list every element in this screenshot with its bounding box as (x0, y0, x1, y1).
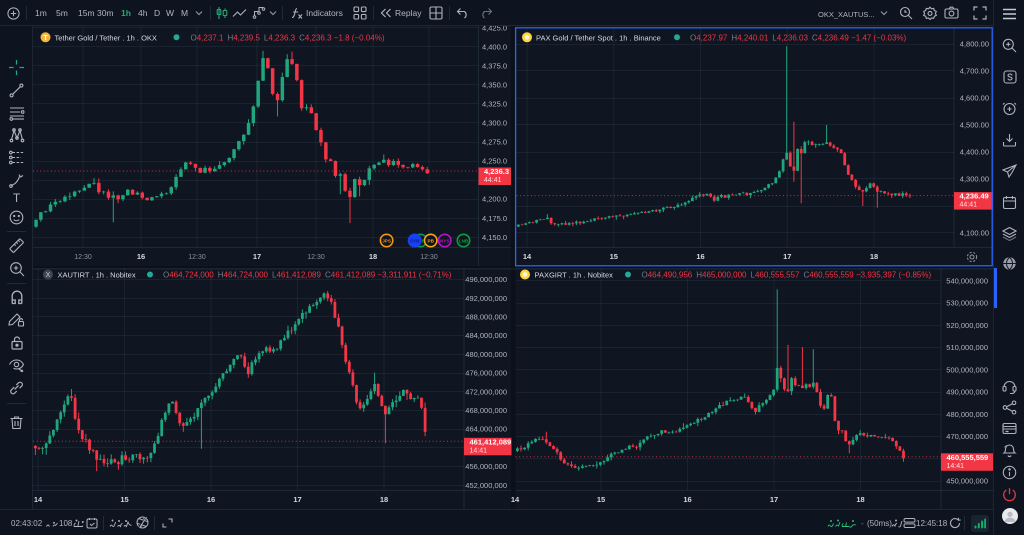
svg-text:17: 17 (253, 252, 261, 261)
svg-text:PAX Gold / Tether Spot . 1h .: PAX Gold / Tether Spot . 1h . Binance (536, 33, 661, 42)
svg-text:14:41: 14:41 (470, 447, 488, 454)
svg-text:14: 14 (34, 495, 43, 504)
svg-text:16: 16 (696, 252, 704, 261)
svg-text:15: 15 (610, 252, 618, 261)
svg-text:4,425.0: 4,425.0 (482, 23, 507, 32)
svg-text:18: 18 (870, 252, 878, 261)
svg-text:500,000,000: 500,000,000 (946, 365, 988, 374)
svg-text:4,300.0: 4,300.0 (482, 119, 507, 128)
svg-text:18: 18 (369, 252, 377, 261)
svg-text:X: X (46, 272, 51, 279)
svg-text:4,300.00: 4,300.00 (960, 175, 989, 184)
svg-text:4,500.00: 4,500.00 (960, 121, 989, 130)
svg-text:4,400.00: 4,400.00 (960, 148, 989, 157)
svg-text:452,000,000: 452,000,000 (465, 481, 507, 490)
svg-text:16: 16 (207, 495, 215, 504)
svg-text:12:30: 12:30 (307, 254, 325, 261)
svg-text:4,100.00: 4,100.00 (960, 229, 989, 238)
svg-text:464,000,000: 464,000,000 (465, 425, 507, 434)
svg-text:496,000,000: 496,000,000 (465, 275, 507, 284)
svg-text:4,175.0: 4,175.0 (482, 214, 507, 223)
svg-text:17: 17 (770, 495, 778, 504)
svg-text:15: 15 (597, 495, 605, 504)
svg-text:4,400.0: 4,400.0 (482, 42, 507, 51)
svg-text:17: 17 (783, 252, 791, 261)
svg-text:4,800.00: 4,800.00 (960, 40, 989, 49)
svg-text:520,000,000: 520,000,000 (946, 321, 988, 330)
svg-text:LNB: LNB (459, 239, 469, 244)
svg-text:14:41: 14:41 (947, 463, 965, 470)
svg-text:460,555,559: 460,555,559 (947, 453, 989, 462)
svg-text:484,000,000: 484,000,000 (465, 331, 507, 340)
svg-text:490,000,000: 490,000,000 (946, 388, 988, 397)
svg-text:12:30: 12:30 (420, 254, 438, 261)
svg-text:44:41: 44:41 (960, 202, 978, 209)
svg-text:PAXGIRT . 1h . Nobitex: PAXGIRT . 1h . Nobitex (535, 271, 614, 280)
svg-text:461,412,089: 461,412,089 (470, 437, 512, 446)
svg-text:4,375.0: 4,375.0 (482, 61, 507, 70)
svg-text:4,236.49: 4,236.49 (960, 192, 989, 201)
svg-text:4,325.0: 4,325.0 (482, 99, 507, 108)
svg-text:450,000,000: 450,000,000 (946, 477, 988, 486)
svg-text:15: 15 (120, 495, 128, 504)
svg-text:530,000,000: 530,000,000 (946, 299, 988, 308)
svg-text:T: T (43, 35, 48, 42)
svg-text:Tether Gold / Tether . 1h . OK: Tether Gold / Tether . 1h . OKX (55, 33, 157, 42)
svg-text:480,000,000: 480,000,000 (946, 410, 988, 419)
svg-text:540,000,000: 540,000,000 (946, 276, 988, 285)
svg-text:492,000,000: 492,000,000 (465, 294, 507, 303)
svg-text:O4,237.1 H4,239.5 L4,236.3 C4,: O4,237.1 H4,239.5 L4,236.3 C4,236.3 −1.8… (191, 33, 385, 42)
svg-text:18: 18 (856, 495, 864, 504)
svg-text:SYB: SYB (410, 239, 420, 244)
svg-text:O4,237.97 H4,240.01 L4,236.03: O4,237.97 H4,240.01 L4,236.03 C4,236.49 … (690, 33, 907, 42)
svg-text:488,000,000: 488,000,000 (465, 313, 507, 322)
svg-text:456,000,000: 456,000,000 (465, 462, 507, 471)
svg-text:4,350.0: 4,350.0 (482, 80, 507, 89)
svg-text:476,000,000: 476,000,000 (465, 369, 507, 378)
svg-text:XAUTIRT . 1h . Nobitex: XAUTIRT . 1h . Nobitex (58, 271, 136, 280)
svg-text:510,000,000: 510,000,000 (946, 343, 988, 352)
svg-text:44:41: 44:41 (484, 177, 502, 184)
svg-text:PB: PB (428, 239, 435, 244)
svg-text:16: 16 (137, 252, 145, 261)
svg-text:O464,490,956 H465,000,000 L460: O464,490,956 H465,000,000 L460,555,557 C… (642, 271, 932, 280)
svg-text:468,000,000: 468,000,000 (465, 406, 507, 415)
svg-text:480,000,000: 480,000,000 (465, 350, 507, 359)
svg-text:4,200.0: 4,200.0 (482, 195, 507, 204)
svg-text:14: 14 (511, 495, 520, 504)
svg-text:17: 17 (293, 495, 301, 504)
svg-text:4,275.0: 4,275.0 (482, 138, 507, 147)
svg-text:NYS: NYS (440, 239, 449, 244)
svg-text:4,700.00: 4,700.00 (960, 67, 989, 76)
svg-text:JPS: JPS (382, 239, 391, 244)
svg-text:4,150.0: 4,150.0 (482, 233, 507, 242)
svg-text:16: 16 (683, 495, 691, 504)
svg-text:O464,724,000 H464,724,000 L461: O464,724,000 H464,724,000 L461,412,089 C… (163, 271, 452, 280)
svg-text:4,236.3: 4,236.3 (484, 167, 509, 176)
svg-text:12:30: 12:30 (74, 254, 92, 261)
svg-text:470,000,000: 470,000,000 (946, 432, 988, 441)
svg-text:4,250.0: 4,250.0 (482, 157, 507, 166)
svg-text:18: 18 (380, 495, 388, 504)
svg-text:4,600.00: 4,600.00 (960, 94, 989, 103)
svg-text:14: 14 (523, 252, 532, 261)
svg-text:472,000,000: 472,000,000 (465, 387, 507, 396)
svg-text:12:30: 12:30 (188, 254, 206, 261)
